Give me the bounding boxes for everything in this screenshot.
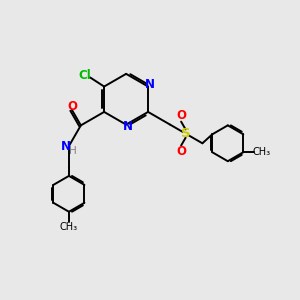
Text: O: O — [67, 100, 77, 113]
Text: N: N — [123, 120, 133, 133]
Text: O: O — [176, 145, 186, 158]
Text: O: O — [176, 109, 186, 122]
Text: Cl: Cl — [78, 69, 91, 82]
Text: CH₃: CH₃ — [252, 147, 270, 157]
Text: N: N — [145, 78, 155, 91]
Text: S: S — [181, 127, 190, 140]
Text: H: H — [69, 146, 77, 156]
Text: CH₃: CH₃ — [60, 222, 78, 232]
Text: N: N — [61, 140, 71, 153]
